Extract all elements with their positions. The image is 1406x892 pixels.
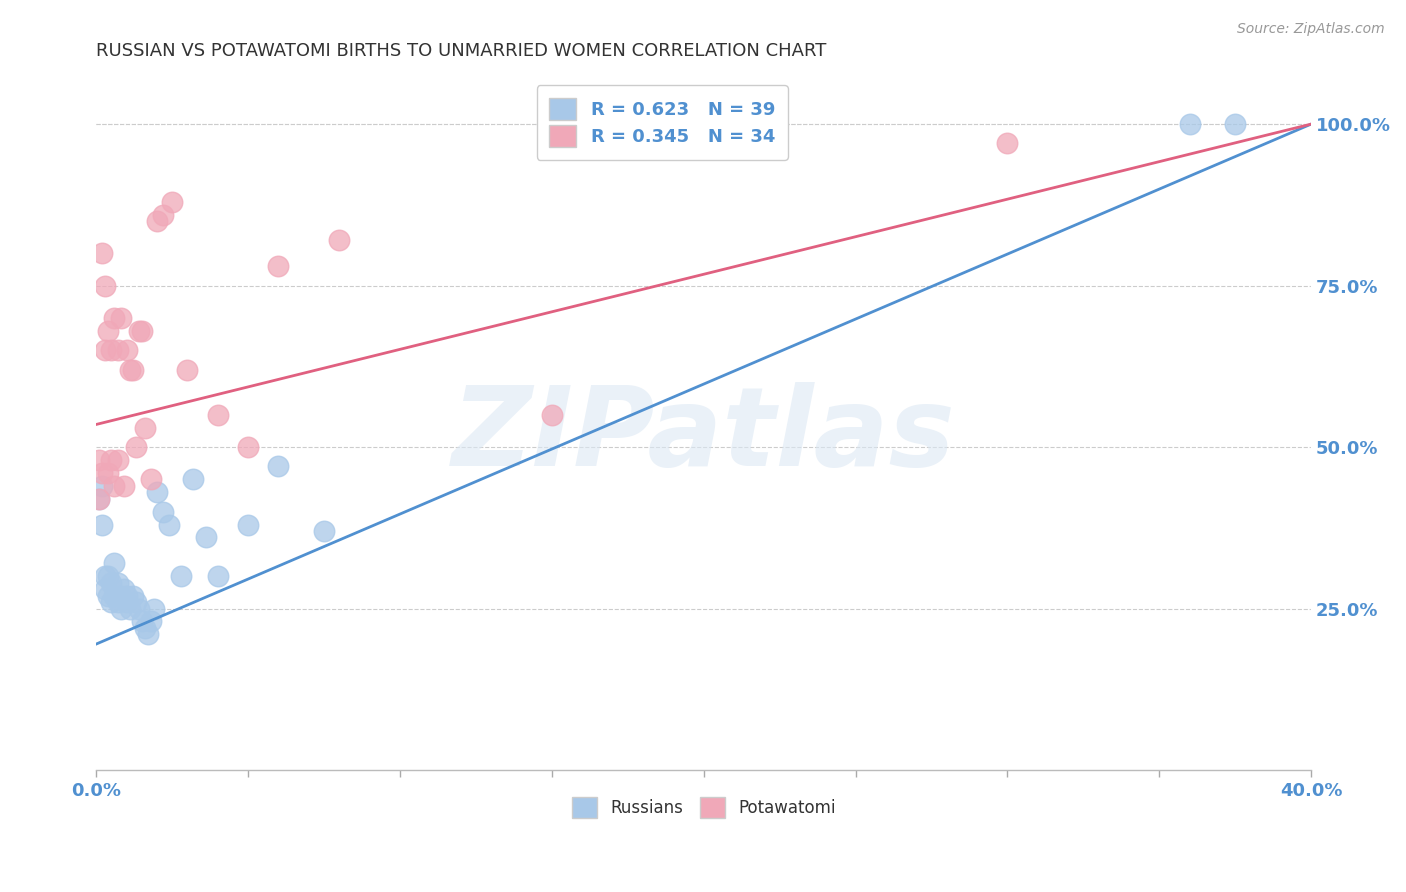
Point <box>125 440 148 454</box>
Point <box>97 569 120 583</box>
Point <box>540 408 562 422</box>
Point <box>152 505 174 519</box>
Point <box>146 485 169 500</box>
Point <box>118 362 141 376</box>
Point <box>236 517 259 532</box>
Point <box>97 589 120 603</box>
Point <box>89 453 111 467</box>
Point <box>89 491 111 506</box>
Point <box>267 459 290 474</box>
Point <box>94 278 117 293</box>
Point <box>170 569 193 583</box>
Point <box>142 601 165 615</box>
Point <box>128 601 150 615</box>
Point <box>100 595 122 609</box>
Point <box>267 259 290 273</box>
Point <box>207 408 229 422</box>
Point <box>94 569 117 583</box>
Point <box>328 233 350 247</box>
Point <box>121 589 143 603</box>
Point <box>103 310 125 325</box>
Point <box>131 615 153 629</box>
Point <box>152 207 174 221</box>
Point <box>139 615 162 629</box>
Point <box>107 453 129 467</box>
Point <box>207 569 229 583</box>
Point <box>107 343 129 358</box>
Point <box>97 466 120 480</box>
Point <box>146 214 169 228</box>
Legend: Russians, Potawatomi: Russians, Potawatomi <box>565 791 842 824</box>
Point <box>89 491 111 506</box>
Point <box>125 595 148 609</box>
Point <box>118 601 141 615</box>
Point <box>110 310 132 325</box>
Point <box>112 582 135 596</box>
Point <box>103 589 125 603</box>
Point <box>115 595 138 609</box>
Point <box>91 479 114 493</box>
Point <box>100 575 122 590</box>
Point <box>157 517 180 532</box>
Point <box>1225 117 1247 131</box>
Point <box>115 589 138 603</box>
Point <box>103 557 125 571</box>
Point <box>139 472 162 486</box>
Point <box>194 531 217 545</box>
Point <box>312 524 335 538</box>
Point <box>100 453 122 467</box>
Point <box>91 246 114 260</box>
Point <box>160 194 183 209</box>
Point <box>131 324 153 338</box>
Point <box>134 420 156 434</box>
Point <box>136 627 159 641</box>
Point <box>110 589 132 603</box>
Point <box>100 343 122 358</box>
Point <box>1178 117 1201 131</box>
Point <box>128 324 150 338</box>
Point <box>103 479 125 493</box>
Text: ZIPatlas: ZIPatlas <box>451 382 956 489</box>
Point <box>110 601 132 615</box>
Point <box>97 324 120 338</box>
Point <box>94 582 117 596</box>
Point <box>107 575 129 590</box>
Point <box>176 362 198 376</box>
Point <box>121 362 143 376</box>
Point <box>91 517 114 532</box>
Text: Source: ZipAtlas.com: Source: ZipAtlas.com <box>1237 22 1385 37</box>
Point <box>94 343 117 358</box>
Point <box>236 440 259 454</box>
Text: RUSSIAN VS POTAWATOMI BIRTHS TO UNMARRIED WOMEN CORRELATION CHART: RUSSIAN VS POTAWATOMI BIRTHS TO UNMARRIE… <box>96 42 827 60</box>
Point <box>997 136 1019 151</box>
Point <box>134 621 156 635</box>
Point <box>107 595 129 609</box>
Point <box>112 479 135 493</box>
Point <box>183 472 205 486</box>
Point <box>91 466 114 480</box>
Point <box>115 343 138 358</box>
